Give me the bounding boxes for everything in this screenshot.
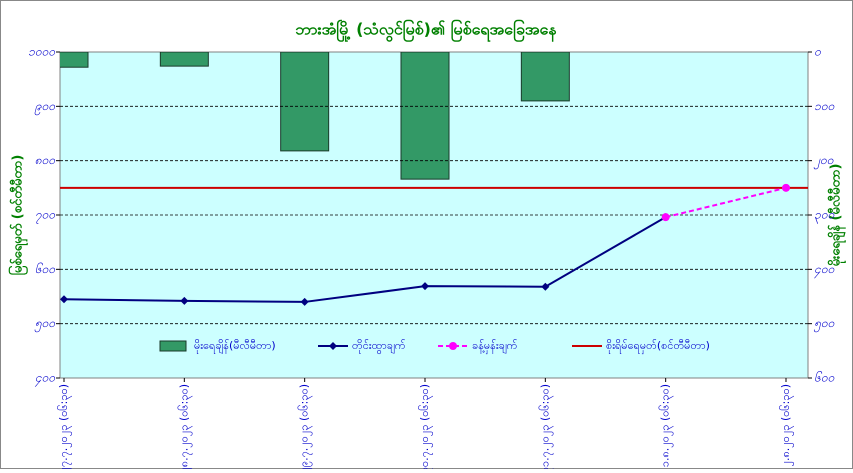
legend-label: စိုးရိမ်ရေမှတ်(စင်တီမီတာ) [606,339,710,354]
x-tick-label: ၂၈.၇.၂၀၂၃ (၀၆:၃၀) [177,384,192,469]
y2-tick-label: ၅၀၀ [813,316,835,333]
y2-axis-title: မိုးရေချိန် (မီလီမီတာ) [827,164,847,267]
y2-tick-label: ၀ [814,45,821,59]
y-tick-label: ၈၀၀ [35,153,56,167]
line [665,186,787,219]
plot [60,52,570,180]
legend-label: တိုင်းထွာချက် [352,339,406,354]
bar [400,52,450,180]
legend-marker [329,342,337,350]
line [63,216,667,303]
marker [300,297,309,306]
x-tick-label: ၁.၈.၂၀၂၃ (၀၆:၃၀) [659,384,674,467]
y-tick-label: ၆၀၀ [35,262,56,276]
x-tick-label: ၂၇.၇.၂၀၂၃ (၀၆:၃၀) [57,384,72,469]
y-axis-title: မြစ်ရေမှတ် (စင်တီမီတာ) [8,155,29,276]
x-tick-label: ၃၀.၇.၂၀၂၃ (၀၆:၃၀) [418,384,433,469]
marker [782,183,790,192]
bar [520,52,570,102]
legend-marker [449,342,457,350]
legend-label: ခန့်မှန်းချက် [472,339,518,354]
x-tick-label: ၂၉.၇.၂၀၂၃ (၀၆:၃၀) [298,384,313,469]
x-tick-label: ၂.၈.၂၀၂၃ (၀၆:၃၀) [779,384,794,466]
marker [60,295,68,304]
marker [541,282,550,291]
legend-swatch [159,340,187,352]
y-tick-label: ၄၀၀ [35,371,56,388]
legend-label: မိုးရေချိန်(မီလီမီတာ) [194,339,276,354]
x-tick-label: ၃၁.၇.၂၀၂၃ (၀၆:၃၀) [538,384,553,469]
y-tick-label: ၉၀၀ [34,99,56,116]
bar [159,52,209,67]
y-tick-label: ၅၀၀ [34,316,56,333]
y2-tick-label: ၆၀၀ [814,371,835,385]
bar [280,52,330,152]
y2-tick-label: ၃၀၀ [814,208,835,225]
y2-tick-label: ၂၀၀ [813,153,834,170]
marker [661,213,670,222]
y-tick-label: ၁၀၀၀ [28,45,55,59]
y2-tick-label: ၁၀၀ [814,99,835,113]
marker [421,282,429,291]
y-tick-label: ၇၀၀ [35,208,56,225]
marker [180,296,189,305]
bar [60,52,89,68]
y2-tick-label: ၄၀၀ [814,262,835,279]
